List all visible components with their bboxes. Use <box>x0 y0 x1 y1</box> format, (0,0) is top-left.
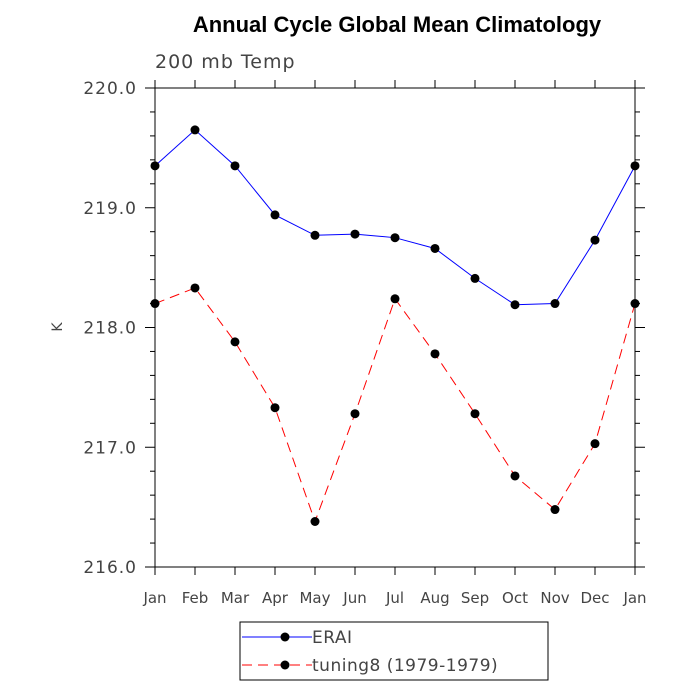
x-tick-label: Jul <box>385 589 404 607</box>
data-point <box>510 471 520 481</box>
y-axis-label: K <box>50 322 66 332</box>
data-point <box>190 125 200 135</box>
x-tick-label: Mar <box>221 589 250 607</box>
data-point <box>630 299 640 309</box>
x-tick-label: Feb <box>182 589 209 607</box>
y-tick-label: 220.0 <box>83 79 137 99</box>
series-line-2 <box>154 287 636 523</box>
y-tick-label: 217.0 <box>83 438 137 458</box>
data-point <box>310 516 320 526</box>
data-point <box>430 349 440 359</box>
x-tick-label: Jun <box>342 589 366 607</box>
x-tick-label: Aug <box>420 589 449 607</box>
data-point <box>270 210 280 220</box>
data-point <box>390 294 400 304</box>
data-point <box>270 403 280 413</box>
data-point <box>350 409 360 419</box>
data-point <box>590 235 600 245</box>
data-point <box>550 505 560 515</box>
plot-frame <box>154 87 636 568</box>
data-point <box>230 337 240 347</box>
data-point <box>550 299 560 309</box>
data-point <box>150 299 160 309</box>
legend-label: ERAI <box>312 628 353 648</box>
x-tick-label: Sep <box>461 589 489 607</box>
y-tick-label: 219.0 <box>83 199 137 219</box>
legend: ERAI tuning8 (1979-1979) <box>239 621 549 681</box>
data-point <box>350 229 360 239</box>
data-point <box>390 233 400 243</box>
y-tick-label: 218.0 <box>83 319 137 339</box>
legend-label: tuning8 (1979-1979) <box>312 656 498 676</box>
data-point <box>590 439 600 449</box>
legend-marker <box>280 660 290 670</box>
x-tick-label: Nov <box>540 589 569 607</box>
x-tick-label: Jan <box>622 589 646 607</box>
chart-title: Annual Cycle Global Mean Climatology <box>193 12 602 37</box>
legend-box <box>239 621 549 681</box>
data-point <box>150 161 160 171</box>
data-point <box>630 161 640 171</box>
legend-marker <box>280 632 290 642</box>
y-tick-label: 216.0 <box>83 558 137 578</box>
plot-area: 216.0 217.0 218.0 219.0 220.0 Jan Feb Mar Apr May… <box>83 79 646 607</box>
x-tick-label: Dec <box>580 589 609 607</box>
x-tick-label: May <box>299 589 330 607</box>
data-point <box>510 300 520 310</box>
x-tick-label: Apr <box>262 589 289 607</box>
series-line-1 <box>154 129 636 306</box>
data-point <box>190 283 200 293</box>
data-point <box>470 409 480 419</box>
chart-subtitle: 200 mb Temp <box>155 51 296 73</box>
data-point <box>230 161 240 171</box>
x-tick-label: Oct <box>502 589 528 607</box>
data-point <box>430 243 440 253</box>
data-point <box>470 273 480 283</box>
data-point <box>310 230 320 240</box>
x-tick-label: Jan <box>142 589 166 607</box>
